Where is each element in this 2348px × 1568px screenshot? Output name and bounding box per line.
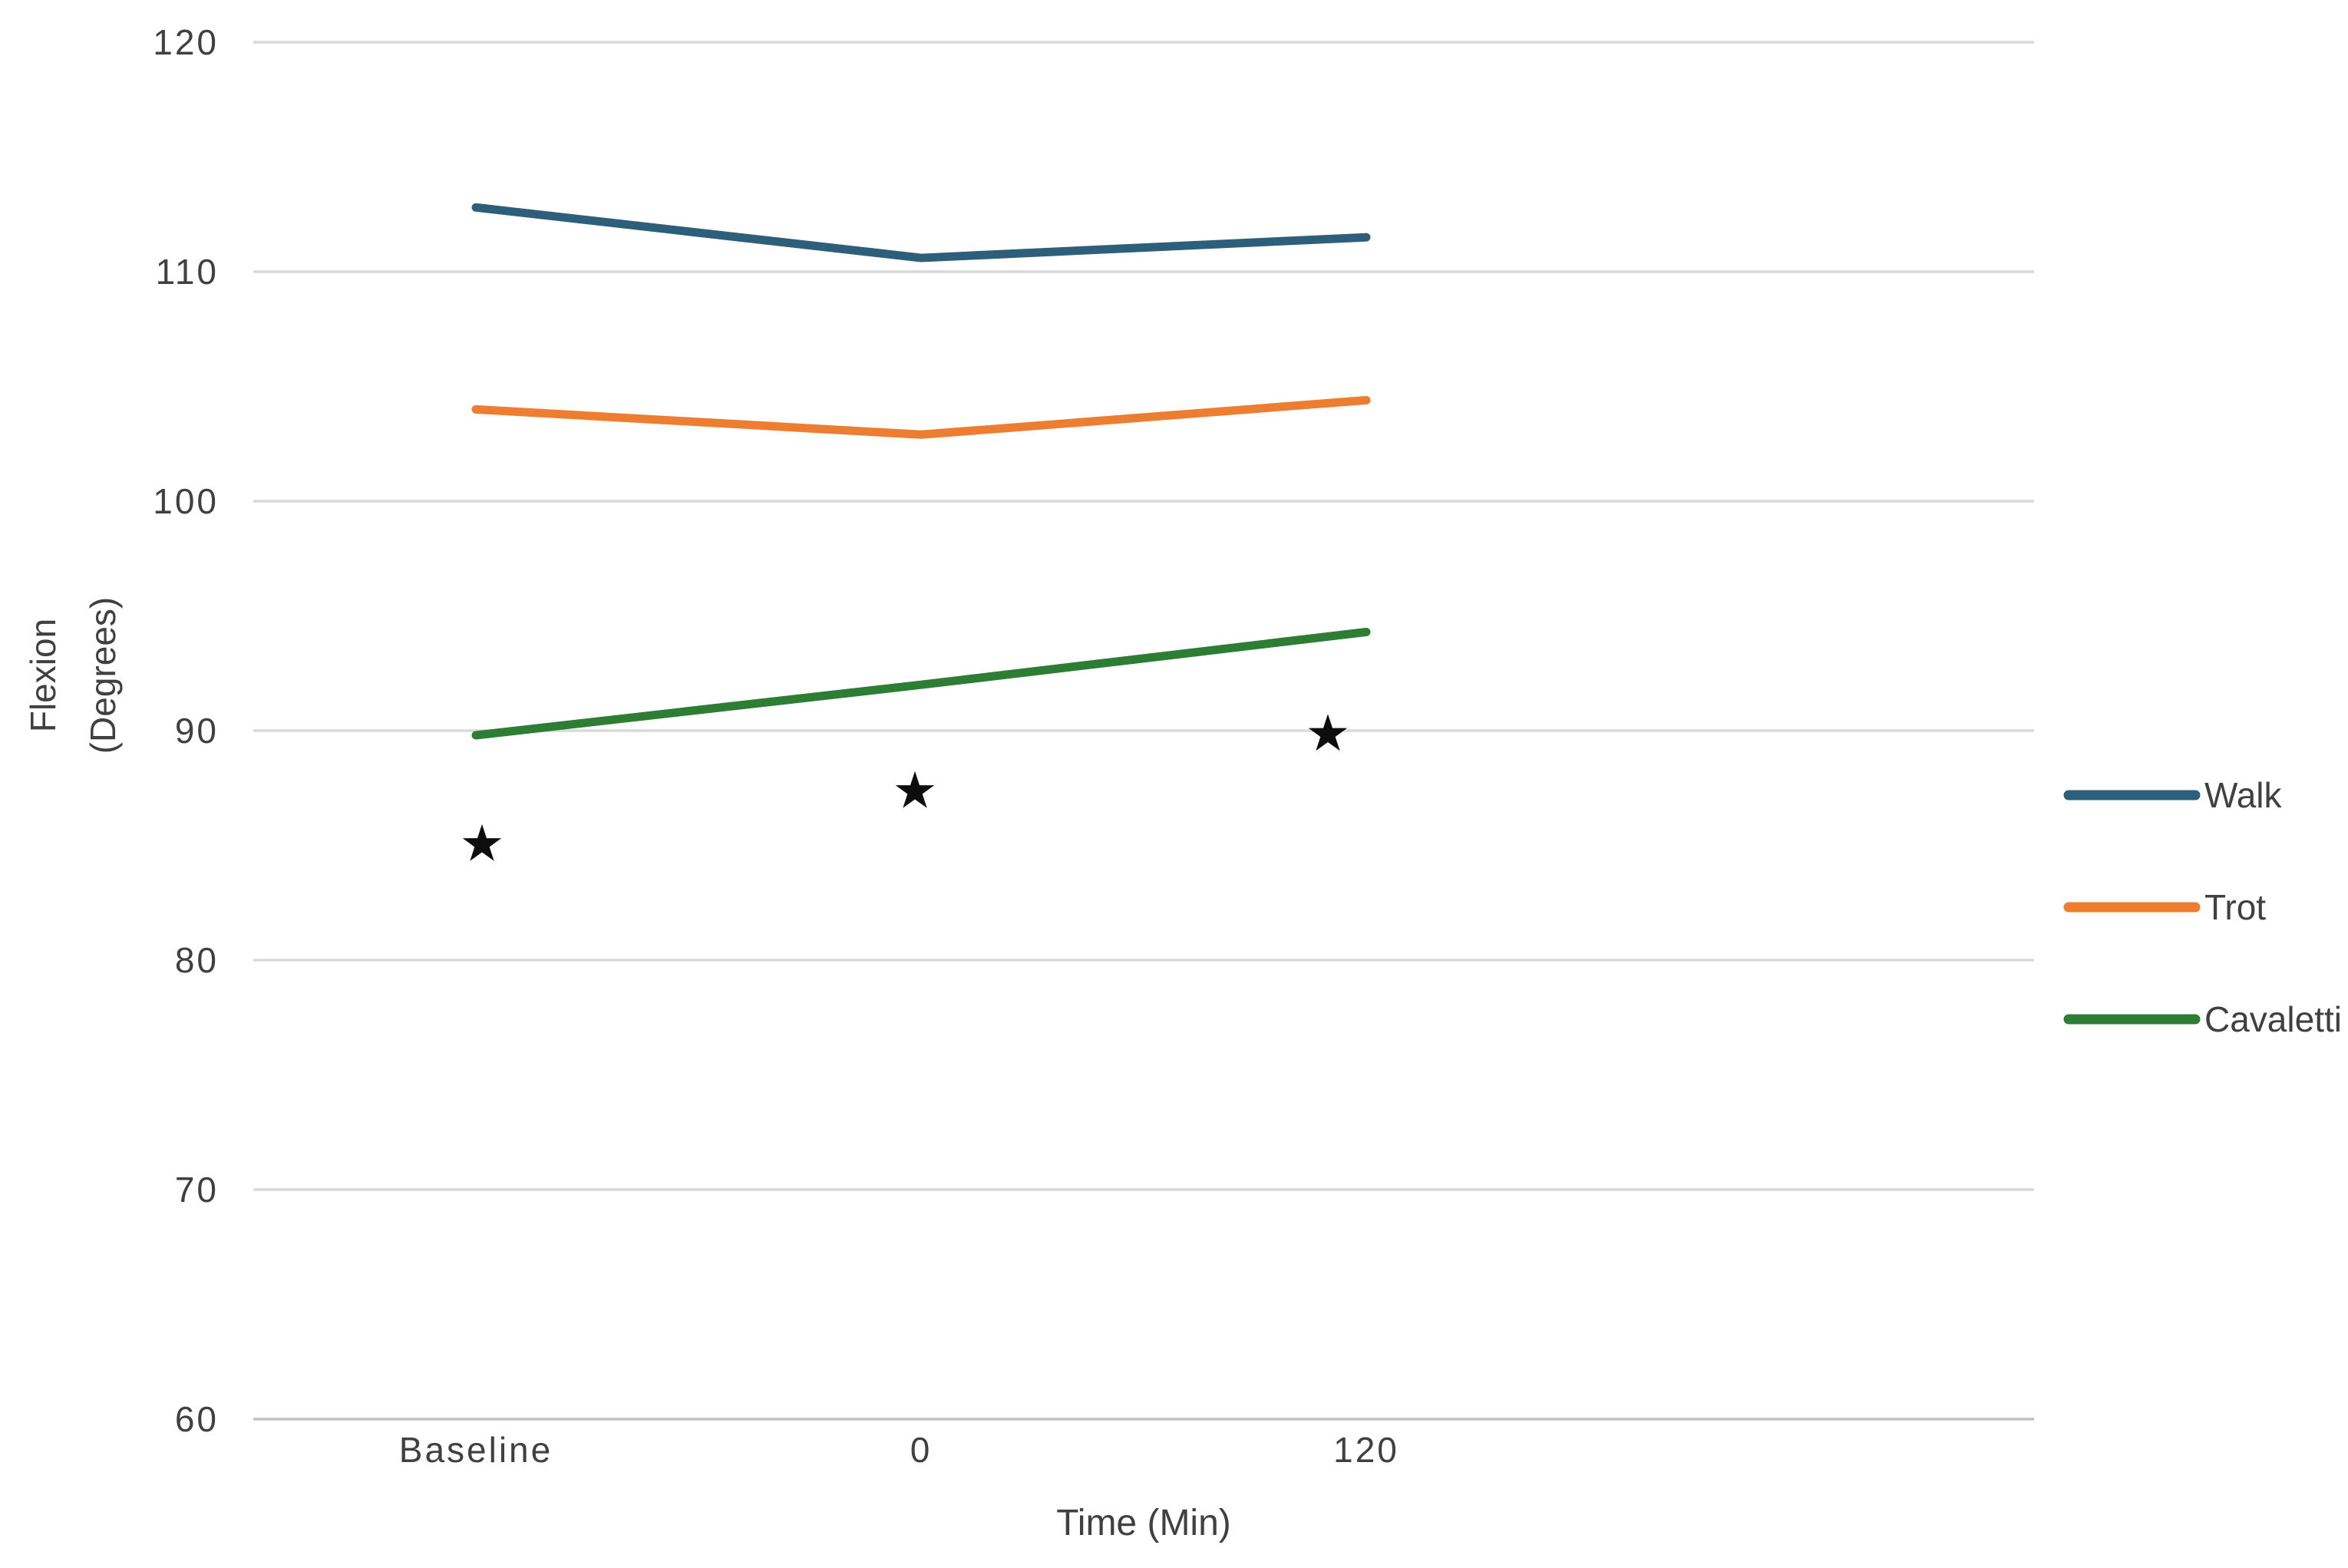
y-tick-label: 110 [156,252,219,292]
significance-star-icon: ★ [892,762,937,819]
x-tick-label: 0 [910,1430,933,1470]
series-line-trot [471,395,1371,439]
legend-label-walk: Walk [2204,775,2283,815]
series-line-cavaletti [471,627,1371,740]
y-tick-label: 120 [153,22,219,62]
y-tick-label: 70 [175,1170,219,1210]
y-tick-label: 90 [175,711,219,751]
x-axis-title: Time (Min) [1056,1503,1231,1543]
y-tick-label: 60 [175,1399,219,1439]
y-tick-label: 100 [153,481,219,521]
legend-label-cavaletti: Cavaletti [2204,999,2342,1039]
x-tick-label: Baseline [399,1430,553,1470]
y-tick-label: 80 [175,940,219,980]
significance-star-icon: ★ [459,815,504,872]
legend-label-trot: Trot [2204,887,2266,927]
significance-star-icon: ★ [1305,705,1350,761]
y-axis-title: (Degrees) [83,597,123,754]
y-axis-title: Flexion [23,619,63,732]
x-tick-label: 120 [1333,1430,1399,1470]
series-line-walk [471,203,1371,262]
